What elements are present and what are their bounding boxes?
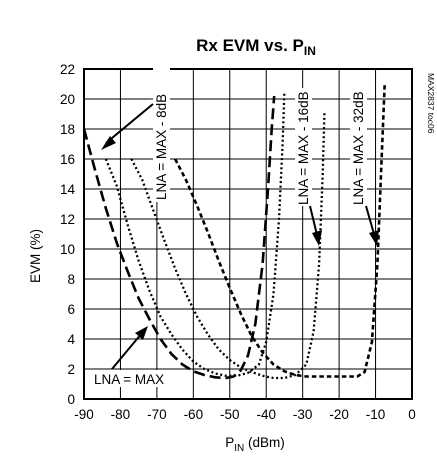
x-tick-label: -60 [184, 407, 204, 422]
x-tick-label: 0 [408, 407, 416, 422]
annotation-lna-max-8db: LNA = MAX - 8dB [101, 68, 170, 202]
y-tick-label: 8 [67, 272, 75, 287]
x-tick-label: -20 [329, 407, 349, 422]
x-tick-label: -80 [111, 407, 131, 422]
y-tick-label: 22 [60, 62, 75, 77]
series-lna-max [82, 95, 276, 380]
arrow-lna-max-16db [309, 205, 318, 236]
annotation-lna-max-32db: LNA = MAX - 32dB [350, 88, 379, 246]
y-axis-label: EVM (%) [28, 229, 43, 283]
arrow-lna-max-32db [365, 205, 375, 235]
series-lna-max-8db [104, 91, 286, 377]
series-lna-max-32db [173, 83, 386, 378]
label-lna-max-32db: LNA = MAX - 32dB [351, 91, 366, 205]
part-code: MAX2837 toc06 [426, 73, 436, 134]
arrowhead-lna-max-32db [369, 230, 379, 246]
y-tick-label: 6 [67, 302, 75, 317]
arrow-lna-max-8db [105, 103, 154, 144]
arrowhead-lna-max [135, 326, 148, 340]
y-tick-label: 0 [67, 392, 75, 407]
y-tick-label: 18 [60, 122, 75, 137]
y-tick-label: 4 [67, 332, 75, 347]
data-series [82, 83, 386, 380]
x-axis-label: PIN (dBm) [225, 435, 285, 454]
y-tick-label: 12 [60, 212, 75, 227]
x-tick-label: -70 [147, 407, 167, 422]
x-tick-label: -90 [74, 407, 94, 422]
x-tick-label: -40 [256, 407, 276, 422]
x-tick-labels: -90 -80 -70 -60 -50 -40 -30 -20 -10 0 [74, 407, 416, 422]
x-tick-label: -30 [293, 407, 313, 422]
x-tick-label: -50 [220, 407, 240, 422]
y-tick-label: 14 [60, 182, 76, 197]
arrowhead-lna-max-16db [312, 230, 322, 246]
arrowhead-lna-max-8db [101, 136, 116, 150]
series-lna-max-16db [130, 110, 326, 380]
plot-frame [83, 68, 413, 400]
label-lna-max: LNA = MAX [94, 372, 164, 387]
y-tick-label: 2 [67, 362, 75, 377]
y-tick-label: 16 [60, 152, 75, 167]
y-tick-labels: 0 2 4 6 8 10 12 14 16 18 20 22 [60, 62, 76, 407]
annotation-lna-max: LNA = MAX [92, 326, 169, 387]
y-tick-label: 10 [60, 242, 75, 257]
chart-title: Rx EVM vs. PIN [196, 36, 316, 58]
label-lna-max-8db: LNA = MAX - 8dB [154, 94, 169, 200]
y-tick-label: 20 [60, 92, 75, 107]
label-lna-max-16db: LNA = MAX - 16dB [296, 91, 311, 205]
arrow-lna-max [111, 332, 143, 370]
x-tick-label: -10 [366, 407, 386, 422]
annotation-lna-max-16db: LNA = MAX - 16dB [295, 88, 322, 246]
